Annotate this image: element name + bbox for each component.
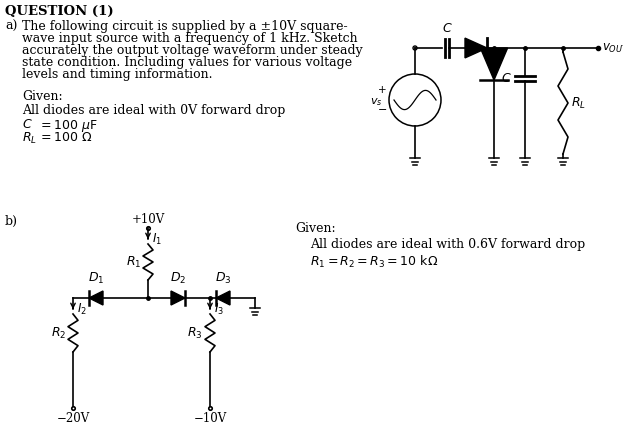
- Text: −20V: −20V: [56, 412, 90, 425]
- Text: $R_L$: $R_L$: [571, 95, 586, 110]
- Text: $C$: $C$: [442, 22, 452, 35]
- Text: b): b): [5, 215, 18, 228]
- Text: $R_1 = R_2 = R_3 = 10\ \mathrm{k\Omega}$: $R_1 = R_2 = R_3 = 10\ \mathrm{k\Omega}$: [310, 254, 438, 270]
- Text: −10V: −10V: [193, 412, 227, 425]
- Text: $R_L$: $R_L$: [22, 131, 37, 146]
- Text: $v_{OUT}$: $v_{OUT}$: [602, 42, 623, 55]
- Polygon shape: [216, 291, 230, 305]
- Text: a): a): [5, 20, 17, 33]
- Text: state condition. Including values for various voltage: state condition. Including values for va…: [22, 56, 352, 69]
- Text: Given:: Given:: [295, 222, 336, 235]
- Text: wave input source with a frequency of 1 kHz. Sketch: wave input source with a frequency of 1 …: [22, 32, 358, 45]
- Text: The following circuit is supplied by a ±10V square-: The following circuit is supplied by a ±…: [22, 20, 348, 33]
- Text: $I_1$: $I_1$: [152, 232, 162, 246]
- Text: $D_3$: $D_3$: [215, 271, 231, 286]
- Text: $D_1$: $D_1$: [88, 271, 104, 286]
- Text: $C$: $C$: [22, 118, 32, 131]
- Polygon shape: [171, 291, 185, 305]
- Text: $R_3$: $R_3$: [188, 326, 203, 340]
- Polygon shape: [89, 291, 103, 305]
- Text: $R_1$: $R_1$: [126, 255, 141, 270]
- Text: −: −: [378, 105, 387, 115]
- Text: $C$: $C$: [502, 72, 512, 85]
- Text: $I_3$: $I_3$: [214, 301, 224, 317]
- Text: $I_2$: $I_2$: [77, 301, 87, 317]
- Text: $v_s$: $v_s$: [369, 96, 382, 108]
- Polygon shape: [480, 48, 508, 80]
- Polygon shape: [465, 38, 487, 58]
- Text: $D_2$: $D_2$: [170, 271, 186, 286]
- Text: Given:: Given:: [22, 90, 63, 103]
- Text: +: +: [378, 85, 387, 95]
- Text: $= 100\ \Omega$: $= 100\ \Omega$: [38, 131, 92, 144]
- Text: levels and timing information.: levels and timing information.: [22, 68, 212, 81]
- Text: +10V: +10V: [131, 213, 164, 226]
- Text: $R_2$: $R_2$: [50, 326, 66, 340]
- Text: All diodes are ideal with 0V forward drop: All diodes are ideal with 0V forward dro…: [22, 104, 285, 117]
- Text: QUESTION (1): QUESTION (1): [5, 5, 113, 18]
- Text: All diodes are ideal with 0.6V forward drop: All diodes are ideal with 0.6V forward d…: [310, 238, 585, 251]
- Text: accurately the output voltage waveform under steady: accurately the output voltage waveform u…: [22, 44, 363, 57]
- Text: $= 100\ \mu\mathrm{F}$: $= 100\ \mu\mathrm{F}$: [38, 118, 98, 134]
